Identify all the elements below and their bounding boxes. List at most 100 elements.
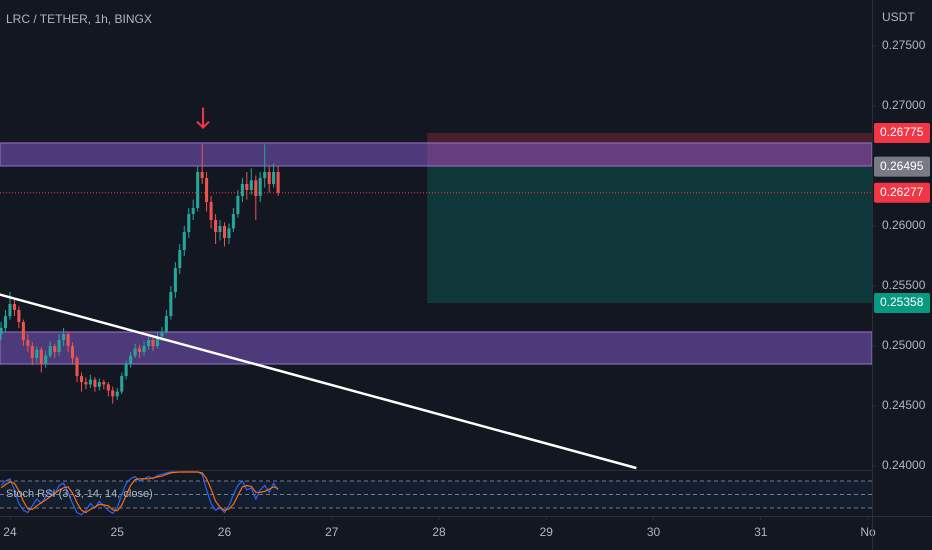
candle-body [44, 355, 48, 365]
price-tag [874, 122, 930, 143]
x-tick-label: 24 [3, 525, 17, 539]
candle-body [249, 180, 253, 190]
target-zone [427, 166, 872, 304]
candle-body [88, 379, 92, 385]
candle-body [272, 171, 276, 184]
candle-body [75, 358, 79, 377]
candle-body [120, 376, 124, 392]
main-pane [0, 107, 872, 470]
candle-body [200, 171, 204, 178]
candle-body [258, 177, 262, 196]
candle-body [12, 304, 17, 311]
x-tick-label: 29 [540, 525, 554, 539]
candle-body [142, 346, 146, 353]
x-tick-label: No [860, 525, 876, 539]
candle-body [263, 171, 267, 178]
candle-body [227, 228, 231, 239]
x-tick-label: 31 [754, 525, 768, 539]
candle-body [111, 390, 115, 397]
candle-body [164, 316, 168, 332]
axis-unit: USDT [882, 10, 915, 24]
candle-body [97, 382, 101, 387]
candle-body [218, 225, 222, 232]
candle-body [53, 346, 57, 353]
candle-body [138, 348, 142, 353]
candle-body [133, 348, 137, 356]
axes: 0.240000.245000.250000.255000.260000.265… [3, 38, 930, 539]
indicator-line [0, 471, 279, 516]
candle-body [17, 310, 21, 323]
candle-body [240, 183, 244, 196]
indicator-band [0, 481, 872, 508]
x-tick-label: 27 [325, 525, 339, 539]
candle-body [214, 219, 218, 232]
candle-body [205, 177, 209, 202]
price-tag [874, 293, 930, 314]
candle-body [245, 183, 249, 190]
price-tag-label: 0.26775 [880, 125, 924, 139]
candle-body [102, 382, 106, 385]
trendline [0, 293, 637, 470]
x-tick-label: 25 [111, 525, 125, 539]
price-tag-label: 0.26277 [880, 185, 924, 199]
candle-body [191, 207, 195, 214]
candle-body [0, 328, 3, 335]
y-tick-label: 0.25500 [882, 278, 926, 292]
candle-body [155, 336, 159, 347]
y-tick-label: 0.24000 [882, 458, 926, 472]
candle-body [160, 331, 164, 337]
candle-body [93, 379, 97, 387]
candle-body [151, 340, 155, 347]
candle-body [35, 349, 39, 359]
candle-body [178, 250, 182, 269]
candle-body [8, 304, 12, 317]
x-tick-label: 28 [432, 525, 446, 539]
candle-body [26, 340, 30, 347]
candle-body [169, 292, 173, 317]
candle-body [236, 195, 240, 214]
candle-body [267, 171, 271, 184]
candle-body [196, 171, 200, 208]
candle-body [254, 180, 258, 196]
candle-body [276, 171, 280, 193]
candle-body [70, 346, 75, 359]
zone [0, 142, 872, 167]
candle-body [129, 355, 133, 365]
candle-body [182, 231, 186, 251]
y-tick-label: 0.27500 [882, 38, 926, 52]
indicator-title: Stoch RSI (3, 3, 14, 14, close) [6, 488, 153, 500]
price-tag-label: 0.26495 [880, 159, 924, 173]
candle-body [48, 346, 52, 356]
x-tick-label: 30 [647, 525, 661, 539]
candle-body [57, 340, 61, 353]
price-tag [874, 156, 930, 177]
x-tick-label: 26 [218, 525, 232, 539]
candle-body [21, 322, 25, 341]
candle-body [84, 382, 88, 385]
indicator-pane [0, 471, 872, 516]
price-tag-label: 0.25358 [880, 295, 924, 309]
y-tick-label: 0.26000 [882, 218, 926, 232]
candle-body [3, 316, 8, 329]
candle-body [66, 334, 70, 347]
indicator-line [0, 471, 279, 514]
chart-title: LRC / TETHER, 1h, BINGX [6, 12, 152, 26]
candle-body [209, 201, 213, 220]
candle-body [39, 349, 43, 365]
price-tag [874, 182, 930, 203]
candle-body [231, 213, 235, 229]
candle-body [106, 384, 110, 391]
candle-body [222, 225, 227, 239]
candle-body [124, 364, 128, 377]
candle-body [115, 391, 119, 397]
candle-body [173, 268, 177, 293]
y-tick-label: 0.27000 [882, 98, 926, 112]
candle-body [30, 346, 34, 359]
candle-body [62, 334, 66, 341]
y-tick-label: 0.24500 [882, 398, 926, 412]
y-tick-label: 0.25000 [882, 338, 926, 352]
candle-body [147, 340, 151, 347]
candle-body [187, 213, 191, 232]
